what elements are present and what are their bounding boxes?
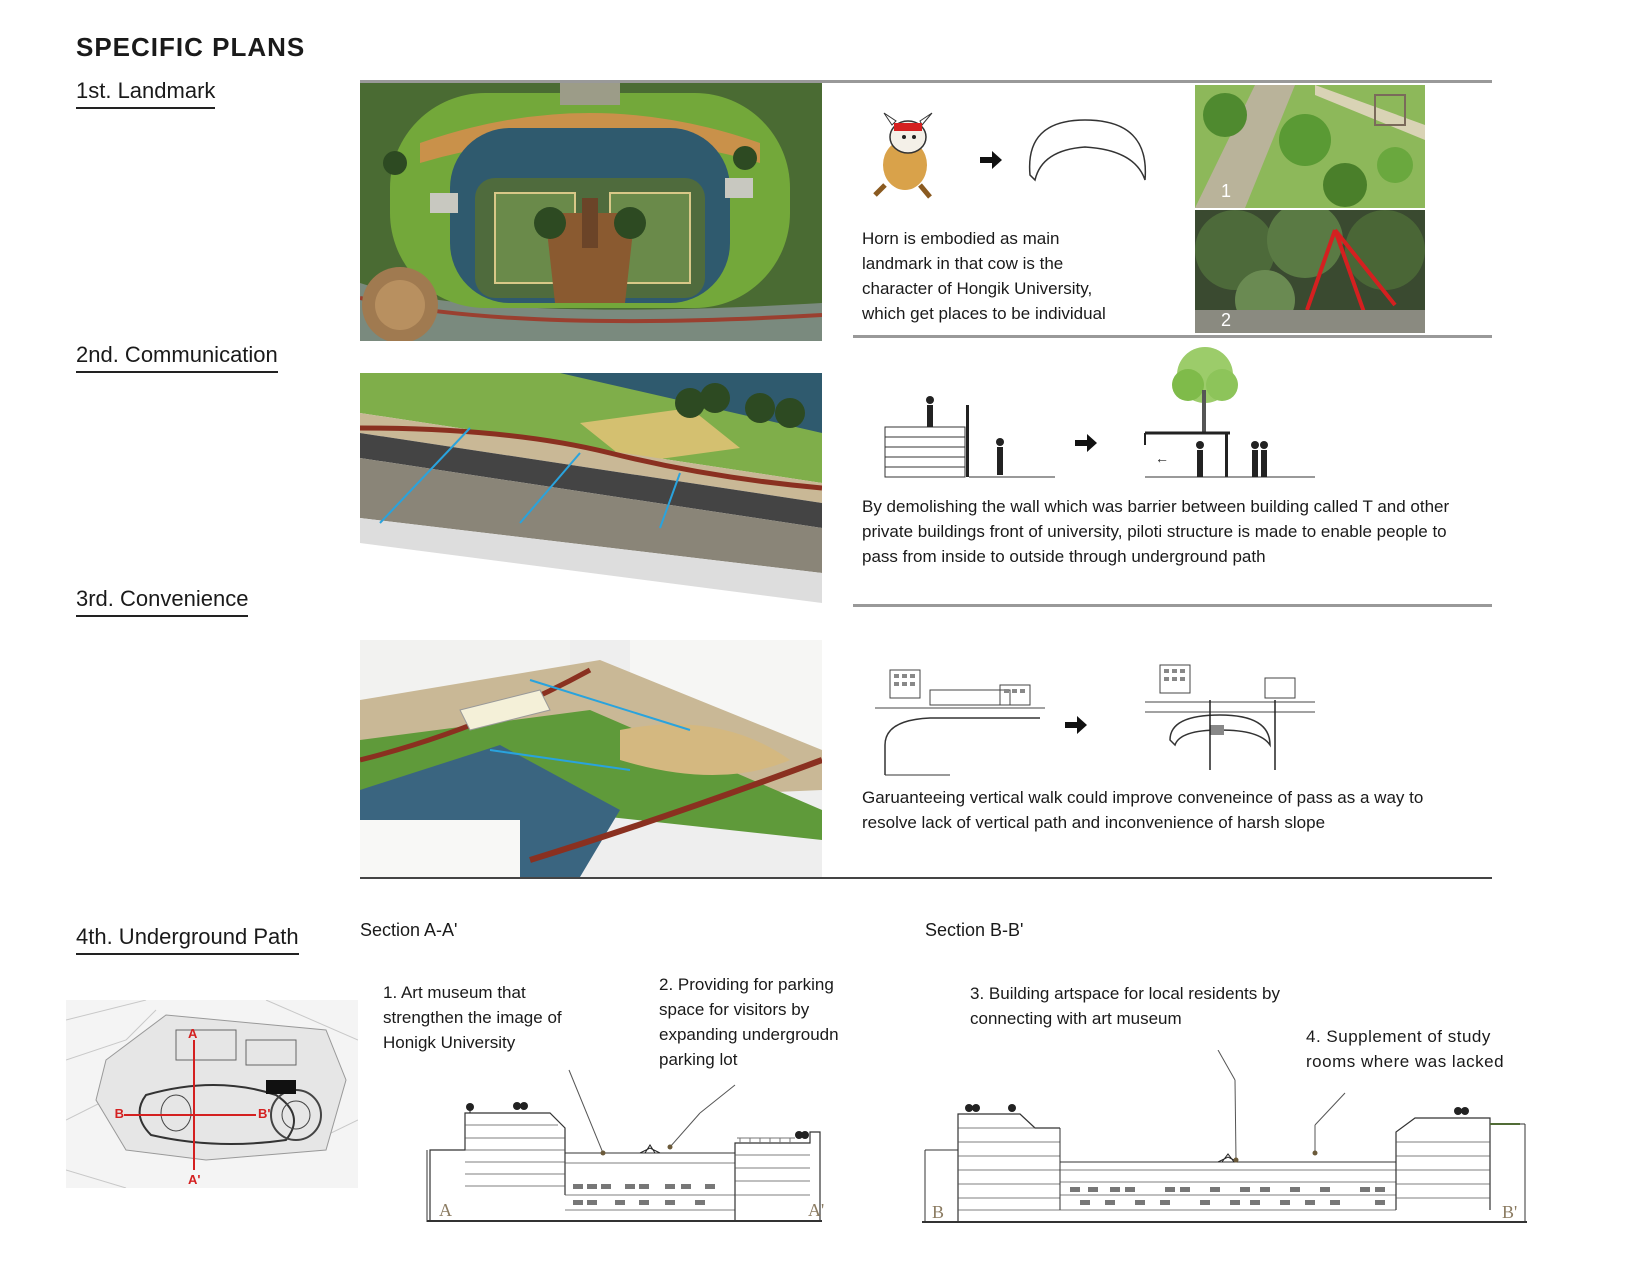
tree-icon: [795, 1131, 809, 1139]
photo-label-1: 1: [1221, 181, 1231, 201]
cow-mascot-icon: [875, 113, 932, 197]
building-icon: [1160, 665, 1190, 693]
section-a-left-label: A: [439, 1200, 452, 1220]
arrow-icon: [1065, 716, 1087, 734]
horn-shape-icon: [1030, 120, 1146, 180]
convenience-description: Garuanteeing vertical walk could improve…: [862, 785, 1462, 835]
rule-1: [853, 335, 1492, 338]
site-map: A A' B B': [66, 1000, 358, 1188]
section-a-drawing: A A': [425, 1050, 845, 1225]
section-b-title: Section B-B': [925, 920, 1023, 941]
tree-icon: [965, 1104, 1016, 1112]
building-icon: [1000, 685, 1030, 705]
rule-3: [360, 877, 1492, 879]
horn-concept-diagram: [860, 105, 1150, 205]
landmark-render: [360, 83, 822, 341]
communication-heading: 2nd. Communication: [76, 342, 278, 373]
svg-text:←: ←: [1155, 450, 1169, 466]
map-label-a-prime: A': [188, 1172, 200, 1187]
building-icon: [1265, 678, 1295, 698]
landmark-description: Horn is embodied as main landmark in tha…: [862, 226, 1132, 326]
map-label-a: A: [188, 1026, 198, 1041]
person-icon: [926, 396, 934, 427]
person-icon: [1260, 441, 1268, 477]
arrow-icon: [1075, 434, 1097, 452]
communication-render: [360, 373, 822, 603]
underground-heading: 4th. Underground Path: [76, 924, 299, 955]
note-3: 3. Building artspace for local residents…: [970, 981, 1290, 1031]
tree-icon: [1454, 1107, 1469, 1115]
section-b-right-label: B': [1502, 1202, 1517, 1222]
photo-label-2: 2: [1221, 310, 1231, 330]
page-title: SPECIFIC PLANS: [76, 32, 305, 63]
rule-2: [853, 604, 1492, 607]
map-label-b: B: [115, 1106, 124, 1121]
tree-icon: [513, 1102, 528, 1110]
person-icon: [1196, 441, 1204, 477]
park-photo-2: 2: [1195, 210, 1425, 333]
park-photo-1: 1: [1195, 85, 1425, 208]
sculpture-icon: [640, 1145, 660, 1153]
landmark-heading: 1st. Landmark: [76, 78, 215, 109]
tree-icon: [466, 1103, 474, 1113]
building-icon: [890, 670, 920, 698]
map-label-b-prime: B': [258, 1106, 270, 1121]
section-b-left-label: B: [932, 1202, 944, 1222]
tree-icon: [1172, 347, 1238, 433]
person-icon: [996, 438, 1004, 475]
vertical-walk-diagram: [870, 660, 1330, 780]
piloti-concept-diagram: ←: [880, 345, 1330, 480]
section-a-title: Section A-A': [360, 920, 458, 941]
person-icon: [1251, 441, 1259, 477]
arrow-icon: [980, 151, 1002, 169]
section-b-drawing: B B': [920, 1050, 1570, 1225]
note-1: 1. Art museum that strengthen the image …: [383, 980, 593, 1055]
communication-description: By demolishing the wall which was barrie…: [862, 494, 1462, 569]
section-a-right-label: A': [808, 1200, 824, 1220]
convenience-render: [360, 640, 822, 877]
convenience-heading: 3rd. Convenience: [76, 586, 248, 617]
